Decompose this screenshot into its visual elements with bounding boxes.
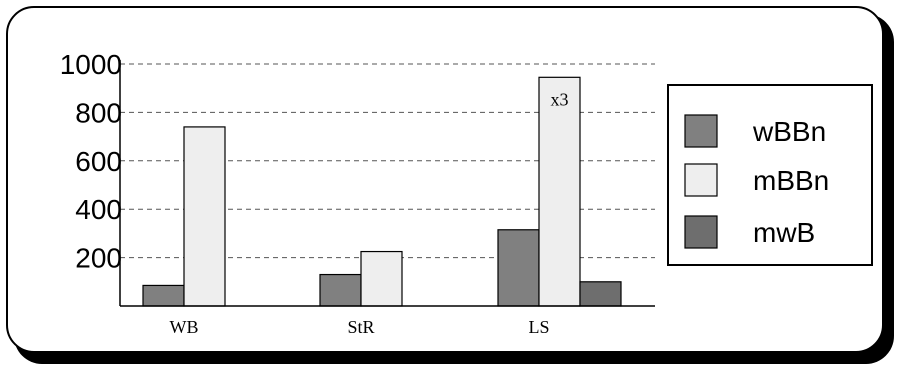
y-tick-label: 400 (75, 194, 122, 225)
bar-wBBn-LS (497, 229, 540, 307)
legend-swatch-wBBn (684, 114, 718, 148)
y-tick-label: 800 (75, 97, 122, 128)
annotation-label: x3 (551, 89, 569, 109)
y-tick-label: 200 (75, 243, 122, 274)
bar-wBBn-WB (142, 284, 185, 307)
legend-swatch-mwB (684, 215, 718, 249)
legend-label-mwB: mwB (753, 217, 815, 248)
bar-wBBn-StR (319, 273, 362, 307)
annotations: x3 (551, 89, 569, 109)
bar-mBBn-WB (183, 126, 226, 307)
x-tick-label: LS (528, 317, 549, 337)
legend: wBBn mBBn mwB (667, 84, 873, 266)
bar-mBBn-LS (538, 76, 581, 307)
legend-swatch-mBBn (684, 163, 718, 197)
bars (142, 76, 622, 307)
bar-mBBn-StR (360, 250, 403, 307)
y-tick-label: 600 (75, 146, 122, 177)
x-tick-label: WB (170, 317, 199, 337)
x-tick-label: StR (347, 317, 374, 337)
y-tick-labels: 200 400 600 800 1000 (60, 49, 122, 274)
x-tick-labels: WB StR LS (170, 317, 550, 337)
legend-label-wBBn: wBBn (752, 116, 826, 147)
bar-mwB-LS (579, 281, 622, 307)
axes (119, 60, 655, 307)
legend-label-mBBn: mBBn (753, 165, 829, 196)
y-tick-label: 1000 (60, 49, 122, 80)
